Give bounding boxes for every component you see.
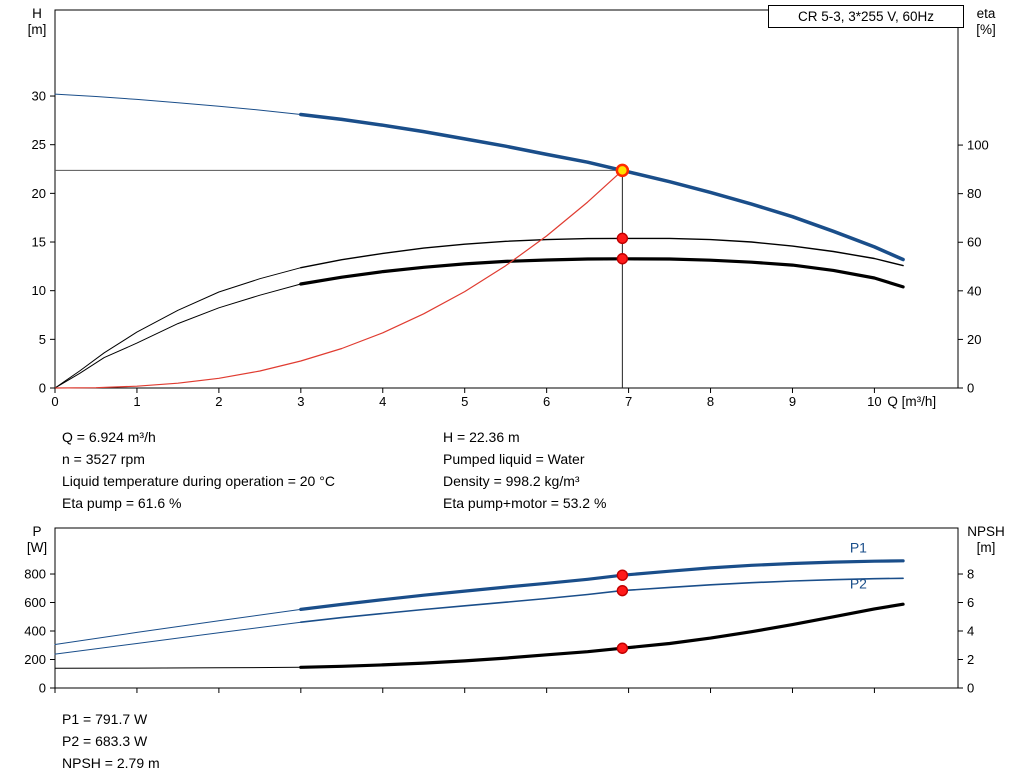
y-right-tick-label: 4 — [967, 624, 974, 639]
info-line-p2: P2 = 683.3 W — [62, 733, 148, 749]
info-line-density: Density = 998.2 kg/m³ — [443, 473, 580, 489]
y-right-axis-title: [%] — [976, 22, 996, 37]
power-npsh-info: P1 = 791.7 W P2 = 683.3 W NPSH = 2.79 m — [62, 708, 160, 774]
eta-pump-curve — [300, 237, 904, 269]
y-left-tick-label: 600 — [24, 595, 46, 610]
pump-model-badge: CR 5-3, 3*255 V, 60Hz — [768, 5, 964, 28]
y-left-tick-label: 15 — [32, 235, 46, 250]
x-tick-label: 7 — [625, 394, 632, 409]
y-left-tick-label: 10 — [32, 283, 46, 298]
x-tick-label: 6 — [543, 394, 550, 409]
info-line-speed: n = 3527 rpm — [62, 451, 145, 467]
info-line-flow: Q = 6.924 m³/h — [62, 429, 156, 445]
info-line-npsh: NPSH = 2.79 m — [62, 755, 160, 771]
y-left-tick-label: 200 — [24, 652, 46, 667]
npsh-duty-dot — [616, 642, 629, 654]
hq-lead-curve — [54, 93, 302, 115]
y-left-tick-label: 400 — [24, 624, 46, 639]
x-tick-label: 10 — [867, 394, 881, 409]
x-tick-label: 8 — [707, 394, 714, 409]
plot-frame — [54, 527, 959, 689]
p1-duty-dot — [616, 569, 629, 581]
p1-label: P1 — [850, 540, 867, 556]
p1-lead-curve — [54, 608, 302, 645]
duty-point — [615, 163, 630, 178]
power-npsh-chart: 0 200 400 600 800 0 2 4 6 8 P[W] NPSH[m] P1 P2 — [24, 524, 1004, 696]
y-left-axis-title: P — [32, 524, 41, 539]
hq-eta-chart: 0 1 2 3 4 5 6 7 8 9 10051015202530020406080100H[m]… — [28, 6, 996, 409]
y-right-tick-label: 40 — [967, 283, 981, 298]
npsh-curve — [299, 602, 905, 669]
eta-pump-motor-curve — [299, 257, 905, 289]
y-right-tick-label: 100 — [967, 138, 989, 153]
info-line-liquid-temp: Liquid temperature during operation = 20… — [62, 473, 335, 489]
y-left-tick-label: 800 — [24, 567, 46, 582]
y-right-tick-label: 80 — [967, 186, 981, 201]
eta-pump-duty-dot — [616, 232, 629, 245]
y-left-axis-title: [W] — [27, 540, 47, 555]
x-tick-label: 9 — [789, 394, 796, 409]
system-curve-curve — [54, 169, 624, 389]
y-left-axis-title: [m] — [28, 22, 47, 37]
y-left-tick-label: 0 — [39, 681, 46, 696]
duty-info-left: Q = 6.924 m³/h n = 3527 rpm Liquid tempe… — [62, 426, 335, 514]
y-left-tick-label: 0 — [39, 381, 46, 396]
npsh-lead-curve — [54, 666, 302, 669]
x-axis-title: Q [m³/h] — [887, 394, 936, 409]
y-right-axis-title: [m] — [977, 540, 996, 555]
x-tick-label: 0 — [51, 394, 58, 409]
x-tick-label: 2 — [215, 394, 222, 409]
y-left-axis-title: H — [32, 6, 42, 21]
eta-pump-motor-duty-dot — [616, 253, 629, 265]
info-line-p1: P1 = 791.7 W — [62, 711, 148, 727]
y-right-axis-title: NPSH — [967, 524, 1005, 539]
y-right-tick-label: 8 — [967, 567, 974, 582]
info-line-eta-pump-motor: Eta pump+motor = 53.2 % — [443, 495, 607, 511]
y-left-tick-label: 20 — [32, 186, 46, 201]
hq-main-curve — [299, 112, 905, 262]
y-left-tick-label: 5 — [39, 332, 46, 347]
y-right-axis-title: eta — [977, 6, 996, 21]
eta-pump-lead-curve — [54, 267, 302, 389]
x-tick-label: 3 — [297, 394, 304, 409]
info-line-pumped-liquid: Pumped liquid = Water — [443, 451, 585, 467]
p2-curve — [299, 577, 904, 624]
x-tick-label: 4 — [379, 394, 386, 409]
eta-pump-motor-lead-curve — [54, 283, 302, 389]
info-line-head: H = 22.36 m — [443, 429, 520, 445]
p1-curve — [299, 559, 905, 612]
p2-label: P2 — [850, 575, 867, 591]
p2-lead-curve — [54, 621, 302, 655]
info-line-eta-pump: Eta pump = 61.6 % — [62, 495, 182, 511]
p2-duty-dot — [616, 584, 629, 597]
y-right-tick-label: 0 — [967, 381, 974, 396]
y-right-tick-label: 6 — [967, 595, 974, 610]
x-tick-label: 1 — [133, 394, 140, 409]
y-right-tick-label: 0 — [967, 681, 974, 696]
duty-info-right: H = 22.36 m Pumped liquid = Water Densit… — [443, 426, 606, 514]
y-left-tick-label: 30 — [32, 89, 46, 104]
x-tick-label: 5 — [461, 394, 468, 409]
y-left-tick-label: 25 — [32, 137, 46, 152]
y-right-tick-label: 60 — [967, 235, 981, 250]
y-right-tick-label: 20 — [967, 332, 981, 347]
plot-frame — [54, 9, 959, 389]
y-right-tick-label: 2 — [967, 652, 974, 667]
